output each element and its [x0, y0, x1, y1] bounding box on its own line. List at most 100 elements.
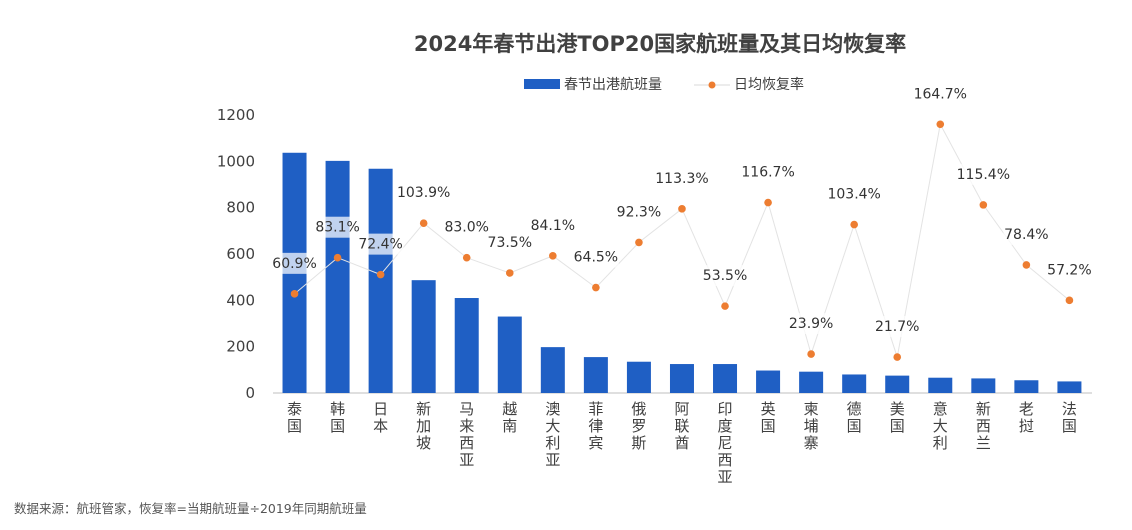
bar	[971, 378, 996, 393]
rate-marker	[333, 253, 342, 262]
rate-label-backdrop	[1003, 223, 1050, 245]
legend-swatch-marker	[708, 81, 716, 89]
rate-data-label: 92.3%	[617, 204, 661, 220]
rate-marker	[936, 120, 945, 129]
legend-label-rate: 日均恢复率	[734, 76, 804, 93]
rate-data-label: 103.9%	[397, 185, 450, 201]
rate-data-label: 57.2%	[1047, 262, 1091, 278]
rate-label-backdrop	[702, 265, 749, 287]
rate-label-backdrop	[443, 216, 490, 238]
rate-label-backdrop	[874, 316, 921, 338]
legend-swatch-bar	[524, 79, 560, 89]
rate-label-backdrop	[271, 252, 318, 274]
x-tick-label: 泰国	[287, 400, 302, 435]
bar	[669, 364, 694, 393]
rate-connector-line	[294, 122, 1070, 358]
rate-data-label: 113.3%	[655, 171, 708, 187]
rate-data-label: 83.1%	[315, 220, 359, 236]
x-tick-label: 马来西亚	[459, 400, 474, 469]
rate-label-backdrop	[960, 163, 1007, 185]
x-tick-label: 菲律宾	[588, 400, 603, 452]
x-tick-label: 新西兰	[976, 400, 991, 452]
rate-series: 60.9% 83.1%72.4% 103.9% 83.0%73.5%84.1% 64.5…	[271, 83, 1093, 361]
rate-data-label: 72.4%	[358, 237, 402, 253]
rate-label-backdrop	[917, 83, 964, 105]
x-tick-label: 韩国	[330, 400, 345, 435]
rate-data-label: 23.9%	[789, 316, 833, 332]
chart-title: 2024年春节出港TOP20国家航班量及其日均恢复率	[413, 32, 907, 56]
rate-label-backdrop	[400, 182, 447, 204]
bar	[842, 374, 867, 393]
rate-data-label: 83.0%	[444, 220, 488, 236]
rate-data-label: 73.5%	[488, 235, 532, 251]
rate-label-backdrop	[529, 214, 576, 236]
x-tick-label: 阿联酋	[674, 400, 689, 452]
rate-data-label: 21.7%	[875, 319, 919, 335]
x-tick-label: 老挝	[1019, 400, 1034, 435]
rate-marker	[549, 252, 557, 260]
rate-label-backdrop	[572, 246, 619, 268]
x-tick-label: 德国	[847, 400, 862, 435]
x-tick-label: 新加坡	[416, 400, 431, 452]
x-tick-label: 柬埔寨	[804, 400, 819, 452]
x-tick-label: 美国	[890, 400, 905, 435]
bar-series	[282, 152, 1082, 393]
bar	[799, 371, 824, 393]
rate-marker	[1022, 261, 1031, 269]
x-tick-label: 俄罗斯	[631, 400, 646, 452]
bar	[454, 298, 479, 393]
bar	[713, 364, 738, 393]
rate-marker	[979, 201, 988, 209]
rate-marker	[290, 290, 299, 298]
x-tick-label: 英国	[761, 400, 776, 435]
rate-marker	[893, 353, 902, 361]
rate-data-label: 84.1%	[531, 218, 575, 234]
rate-label-backdrop	[831, 183, 878, 205]
bar	[540, 347, 565, 393]
rate-marker	[721, 302, 729, 310]
bar	[1057, 381, 1082, 393]
rate-data-label: 164.7%	[914, 86, 967, 102]
y-tick-label: 0	[245, 384, 255, 402]
rate-data-label: 64.5%	[574, 250, 618, 266]
rate-label-backdrop	[788, 313, 835, 335]
rate-label-backdrop	[615, 201, 662, 223]
rate-marker	[462, 253, 471, 262]
rate-marker	[678, 205, 686, 213]
bar	[583, 357, 608, 393]
x-tick-label: 印度尼西亚	[718, 400, 733, 486]
rate-marker	[376, 270, 385, 279]
rate-marker	[807, 350, 815, 358]
bar	[885, 375, 910, 393]
x-tick-label: 意大利	[933, 400, 948, 452]
rate-data-label: 78.4%	[1004, 227, 1048, 243]
y-tick-label: 400	[226, 291, 255, 309]
y-tick-label: 1000	[217, 152, 255, 170]
rate-label-backdrop	[486, 231, 533, 253]
rate-data-label: 103.4%	[827, 187, 880, 203]
rate-label-backdrop	[658, 167, 705, 189]
y-tick-label: 1200	[217, 106, 255, 124]
rate-data-label: 115.4%	[957, 167, 1010, 183]
rate-data-label: 116.7%	[741, 165, 794, 181]
bar	[626, 361, 651, 393]
rate-marker	[850, 220, 858, 229]
bar	[368, 168, 393, 393]
rate-marker	[505, 269, 514, 277]
rate-label-backdrop	[1046, 259, 1093, 281]
y-tick-label: 600	[226, 245, 255, 263]
bar	[497, 316, 522, 393]
bar	[928, 377, 953, 393]
rate-label-backdrop	[314, 216, 361, 238]
source-note: 数据来源：航班管家，恢复率=当期航班量÷2019年同期航班量	[14, 501, 367, 516]
rate-marker	[419, 219, 428, 227]
bar	[325, 160, 350, 393]
rate-label-backdrop	[745, 161, 792, 183]
rate-marker	[635, 238, 643, 247]
rate-data-label: 53.5%	[703, 268, 747, 284]
y-tick-label: 200	[226, 338, 255, 356]
y-tick-label: 800	[226, 199, 255, 217]
rate-marker	[764, 198, 772, 207]
